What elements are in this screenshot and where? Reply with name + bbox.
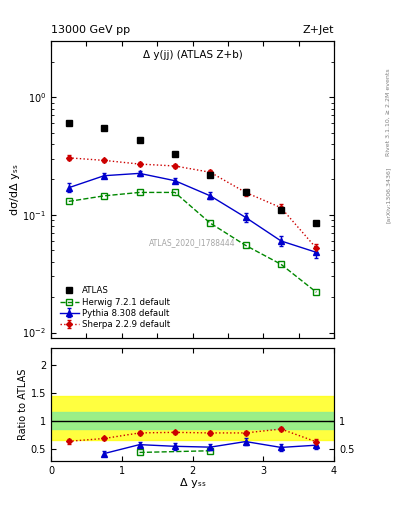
ATLAS [208,172,213,178]
Herwig 7.2.1 default [102,193,107,199]
Herwig 7.2.1 default [208,220,213,226]
Herwig 7.2.1 default [173,189,177,196]
Herwig 7.2.1 default [279,261,283,267]
ATLAS [314,220,319,226]
Text: ATLAS_2020_I1788444: ATLAS_2020_I1788444 [149,239,236,247]
ATLAS [279,207,283,213]
ATLAS [102,124,107,131]
Y-axis label: Ratio to ATLAS: Ratio to ATLAS [18,369,28,440]
ATLAS [66,120,71,126]
ATLAS [243,189,248,196]
ATLAS [173,151,177,157]
Bar [51,412,334,429]
Text: Δ y(jj) (ATLAS Z+b): Δ y(jj) (ATLAS Z+b) [143,50,242,60]
X-axis label: Δ yₛₛ: Δ yₛₛ [180,478,206,488]
Text: [arXiv:1306.3436]: [arXiv:1306.3436] [386,166,391,223]
Herwig 7.2.1 default [66,198,71,204]
Legend: ATLAS, Herwig 7.2.1 default, Pythia 8.308 default, Sherpa 2.2.9 default: ATLAS, Herwig 7.2.1 default, Pythia 8.30… [58,285,172,331]
Text: 13000 GeV pp: 13000 GeV pp [51,25,130,35]
ATLAS [137,137,142,143]
Y-axis label: dσ/dΔ yₛₛ: dσ/dΔ yₛₛ [9,164,20,215]
Herwig 7.2.1 default [243,242,248,248]
Text: Rivet 3.1.10, ≥ 2.2M events: Rivet 3.1.10, ≥ 2.2M events [386,69,391,157]
Line: ATLAS: ATLAS [65,120,320,227]
Bar [51,396,334,440]
Text: Z+Jet: Z+Jet [303,25,334,35]
Line: Herwig 7.2.1 default: Herwig 7.2.1 default [66,189,319,295]
Herwig 7.2.1 default [137,189,142,196]
Herwig 7.2.1 default [314,289,319,295]
